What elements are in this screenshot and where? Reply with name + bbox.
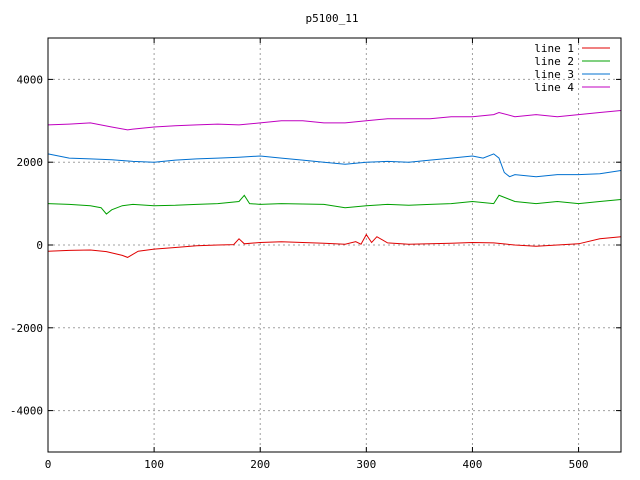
x-tick-label: 500 xyxy=(569,458,589,471)
ticks: 0 100 200 300 400 500 -4000 -2000 0 2000 4000 xyxy=(10,38,621,471)
series-line-2 xyxy=(47,194,622,215)
legend-label: line 1 xyxy=(534,42,574,55)
series-line-4 xyxy=(47,110,622,131)
x-tick-label: 0 xyxy=(45,458,52,471)
x-tick-label: 200 xyxy=(250,458,270,471)
y-tick-label: 4000 xyxy=(17,73,44,86)
y-tick-label: -2000 xyxy=(10,322,43,335)
x-tick-label: 400 xyxy=(463,458,483,471)
legend-label: line 4 xyxy=(534,81,574,94)
x-tick-label: 100 xyxy=(144,458,164,471)
y-tick-label: -4000 xyxy=(10,405,43,418)
legend-label: line 2 xyxy=(534,55,574,68)
series-line-3 xyxy=(47,153,622,178)
series-layer xyxy=(47,110,622,258)
series-line-1 xyxy=(47,233,622,258)
grid xyxy=(48,38,621,452)
x-tick-label: 300 xyxy=(356,458,376,471)
legend-label: line 3 xyxy=(534,68,574,81)
y-tick-label: 0 xyxy=(36,239,43,252)
chart-title: p5100_11 xyxy=(306,12,359,25)
y-tick-label: 2000 xyxy=(17,156,44,169)
